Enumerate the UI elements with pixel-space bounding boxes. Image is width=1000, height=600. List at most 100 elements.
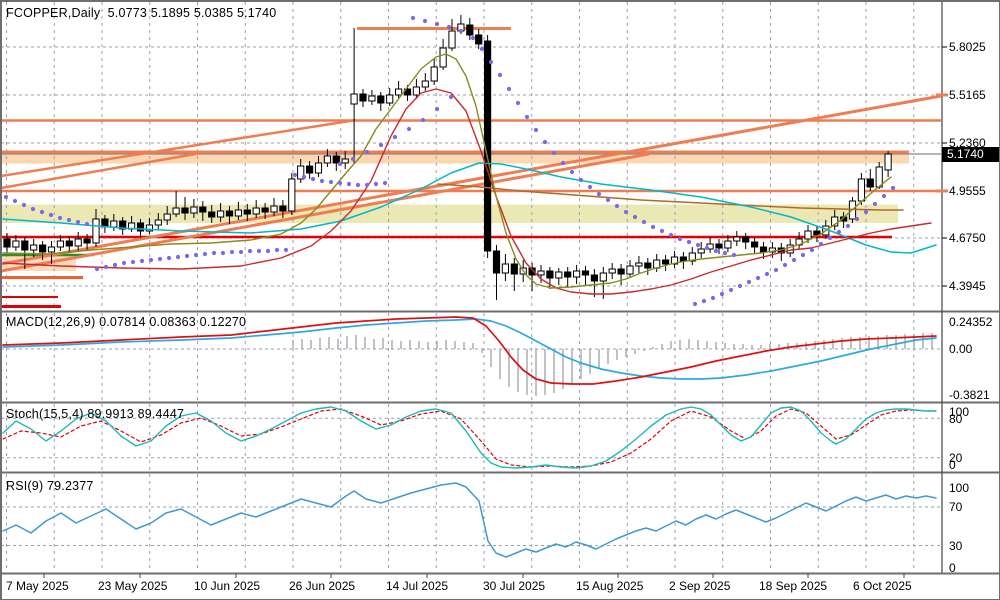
sar-dot [569,169,575,175]
sar-dot [560,160,566,166]
candle-body [501,263,509,274]
sar-dot [422,18,428,24]
sar-dot [800,252,806,258]
candle-body [439,47,447,68]
stoch-main-line [2,406,937,469]
candle-body [119,220,127,230]
macd-axis-label: 0.24352 [949,315,993,329]
sar-dot [479,46,485,52]
date-label: 18 Sep 2025 [759,579,827,593]
sar-dot [446,24,452,30]
rsi-axis-label: 70 [949,500,963,514]
candle-body [359,93,367,102]
sar-dot [75,219,81,225]
sar-dot [66,217,72,223]
date-label: 26 Jun 2025 [289,579,355,593]
candle-body [510,263,518,275]
sar-dot [410,15,416,21]
candle-body [332,155,340,164]
candle-body [475,34,483,45]
candle-body [697,248,705,254]
sar-dot [364,149,370,155]
ma-cyan-line [2,162,937,254]
sar-dot [632,214,638,220]
sar-dot [872,201,878,207]
sar-dot [641,219,647,225]
sar-dot [382,180,388,186]
candle-body [350,93,358,105]
sar-dot [337,180,343,186]
candle-body [314,162,323,174]
sar-dot [704,245,710,251]
date-label: 2 Sep 2025 [669,579,731,593]
price-axis-label: 4.6750 [949,231,986,245]
stoch-axis-label: 100 [949,405,969,419]
candle-body [599,272,607,282]
candle-body [804,230,812,240]
candle-body [742,236,750,243]
sar-dot [668,232,674,238]
candle-body [92,218,100,244]
sar-dot [818,241,824,247]
candle-body [884,153,892,171]
sar-dot [112,262,118,268]
candle-body [751,241,759,248]
candle-body [528,267,536,276]
sar-dot [84,221,90,227]
candle-body [323,155,331,164]
candle-body [857,178,865,202]
candle-body [617,268,625,275]
candle-body [786,244,794,254]
sar-dot [728,287,734,293]
sar-dot [355,182,361,188]
price-axis-label: 5.8025 [949,40,986,54]
sar-dot [497,72,503,78]
candle-body [297,165,305,180]
candle-body [724,240,732,249]
sar-dot [845,223,851,229]
date-label: 30 Jul 2025 [483,579,545,593]
candle-body [154,219,162,226]
sar-dot [211,250,217,256]
sar-dot [773,267,779,273]
candle-body [581,270,590,276]
current-price-tag: 5.1740 [942,147,999,162]
sar-dot [121,260,127,266]
sar-dot [695,242,701,248]
parabolic-sar-dots [3,15,896,307]
stoch-axis-label: 0 [949,458,956,472]
sar-dot [220,250,226,256]
sar-dot [184,253,190,259]
candle-body [136,222,145,232]
candle-body [83,238,91,244]
candle-body [225,210,234,217]
candle-body [47,246,56,253]
candle-body [181,207,189,214]
sar-dot [488,59,494,65]
sar-dot [659,228,665,234]
sar-dot [605,197,611,203]
candle-body [172,207,180,215]
sar-dot [292,172,298,178]
price-axis-label: 5.5165 [949,88,986,102]
date-label: 10 Jun 2025 [194,579,260,593]
date-label: 14 Jul 2025 [386,579,448,593]
candle-body [288,178,296,212]
sar-dot [863,209,869,215]
sar-dot [731,252,737,258]
sar-dot [755,275,761,281]
candle-body [412,86,420,96]
candle-body [564,271,572,278]
sar-dot [265,248,271,254]
sar-dot [782,262,788,268]
date-label: 15 Aug 2025 [576,579,644,593]
sar-dot [12,198,18,204]
candle-body [421,80,429,88]
sar-dot [713,248,719,254]
sar-dot [737,283,743,289]
candle-body [386,94,394,104]
sar-dot [346,181,352,187]
